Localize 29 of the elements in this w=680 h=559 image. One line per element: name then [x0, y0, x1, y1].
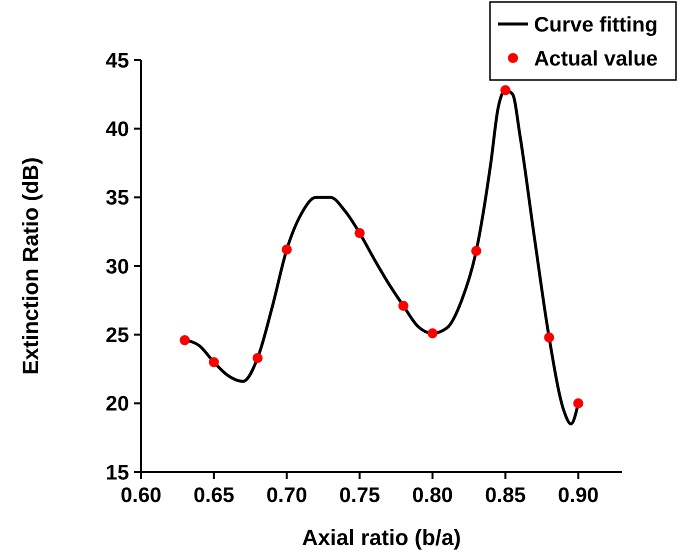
- point: [427, 328, 438, 338]
- x-tick-label: 0.75: [339, 484, 380, 507]
- y-tick-label: 25: [106, 324, 130, 348]
- x-axis-title: Axial ratio (b/a): [302, 525, 461, 550]
- x-tick-label: 0.70: [266, 484, 308, 507]
- y-axis-title: Extinction Ratio (dB): [18, 157, 43, 375]
- legend-label: Actual value: [534, 47, 658, 70]
- point: [398, 300, 408, 311]
- x-tick-label: 0.65: [193, 484, 235, 507]
- x-tick-label: 0.90: [558, 484, 599, 507]
- point: [208, 357, 219, 368]
- point: [573, 398, 584, 408]
- y-tick-label: 15: [106, 461, 130, 484]
- x-tick-label: 0.80: [412, 484, 453, 507]
- y-tick-label: 35: [106, 186, 130, 210]
- legend-label: Curve fitting: [534, 13, 658, 36]
- x-tick-label: 0.85: [484, 484, 526, 507]
- y-tick-label: 30: [106, 255, 129, 278]
- point: [471, 246, 482, 256]
- point: [500, 85, 510, 96]
- point: [252, 352, 263, 364]
- x-tick-label: 0.60: [120, 484, 162, 507]
- point: [544, 332, 554, 342]
- y-tick-label: 40: [106, 118, 129, 142]
- point: [282, 244, 292, 255]
- y-tick-label: 45: [106, 49, 130, 72]
- point: [180, 335, 190, 346]
- y-tick-label: 20: [106, 392, 129, 416]
- point: [354, 228, 365, 238]
